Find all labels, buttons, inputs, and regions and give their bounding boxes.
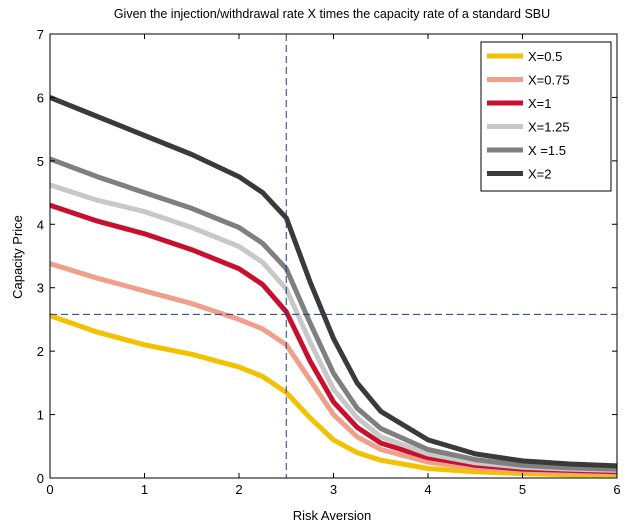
y-tick-label: 1 bbox=[37, 408, 44, 423]
y-axis-label: Capacity Price bbox=[10, 215, 25, 299]
chart-title: Given the injection/withdrawal rate X ti… bbox=[114, 7, 550, 21]
legend-label-3: X=1 bbox=[528, 96, 552, 111]
x-tick-label: 1 bbox=[141, 482, 148, 497]
series-line-4 bbox=[50, 182, 617, 473]
x-tick-label: 5 bbox=[519, 482, 526, 497]
y-tick-label: 0 bbox=[37, 471, 44, 486]
x-tick-label: 3 bbox=[330, 482, 337, 497]
legend-label-5: X =1.5 bbox=[528, 143, 566, 158]
y-tick-label: 7 bbox=[37, 27, 44, 42]
x-tick-label: 2 bbox=[235, 482, 242, 497]
x-axis-label: Risk Aversion bbox=[293, 508, 372, 523]
series-line-6 bbox=[50, 95, 617, 469]
legend: X=0.5 X=0.75 X=1 X=1.25 X =1.5 X=2 bbox=[480, 41, 612, 192]
series-line-5 bbox=[50, 156, 617, 472]
legend-label-1: X=0.5 bbox=[528, 49, 562, 64]
x-tick-label: 0 bbox=[46, 482, 53, 497]
y-tick-label: 2 bbox=[37, 344, 44, 359]
y-tick-label: 3 bbox=[37, 281, 44, 296]
y-tick-label: 5 bbox=[37, 154, 44, 169]
legend-label-4: X=1.25 bbox=[528, 120, 570, 135]
series-group bbox=[50, 95, 617, 478]
series-line-1 bbox=[50, 313, 617, 478]
legend-label-6: X=2 bbox=[528, 167, 552, 182]
x-tick-label: 6 bbox=[613, 482, 620, 497]
plot-area: 0 1 2 3 4 5 6 0 1 2 3 4 5 6 7 bbox=[37, 27, 621, 497]
x-tick-label: 4 bbox=[424, 482, 431, 497]
y-tick-label: 4 bbox=[37, 217, 44, 232]
y-tick-label: 6 bbox=[37, 90, 44, 105]
legend-box bbox=[480, 41, 612, 192]
legend-label-2: X=0.75 bbox=[528, 73, 570, 88]
